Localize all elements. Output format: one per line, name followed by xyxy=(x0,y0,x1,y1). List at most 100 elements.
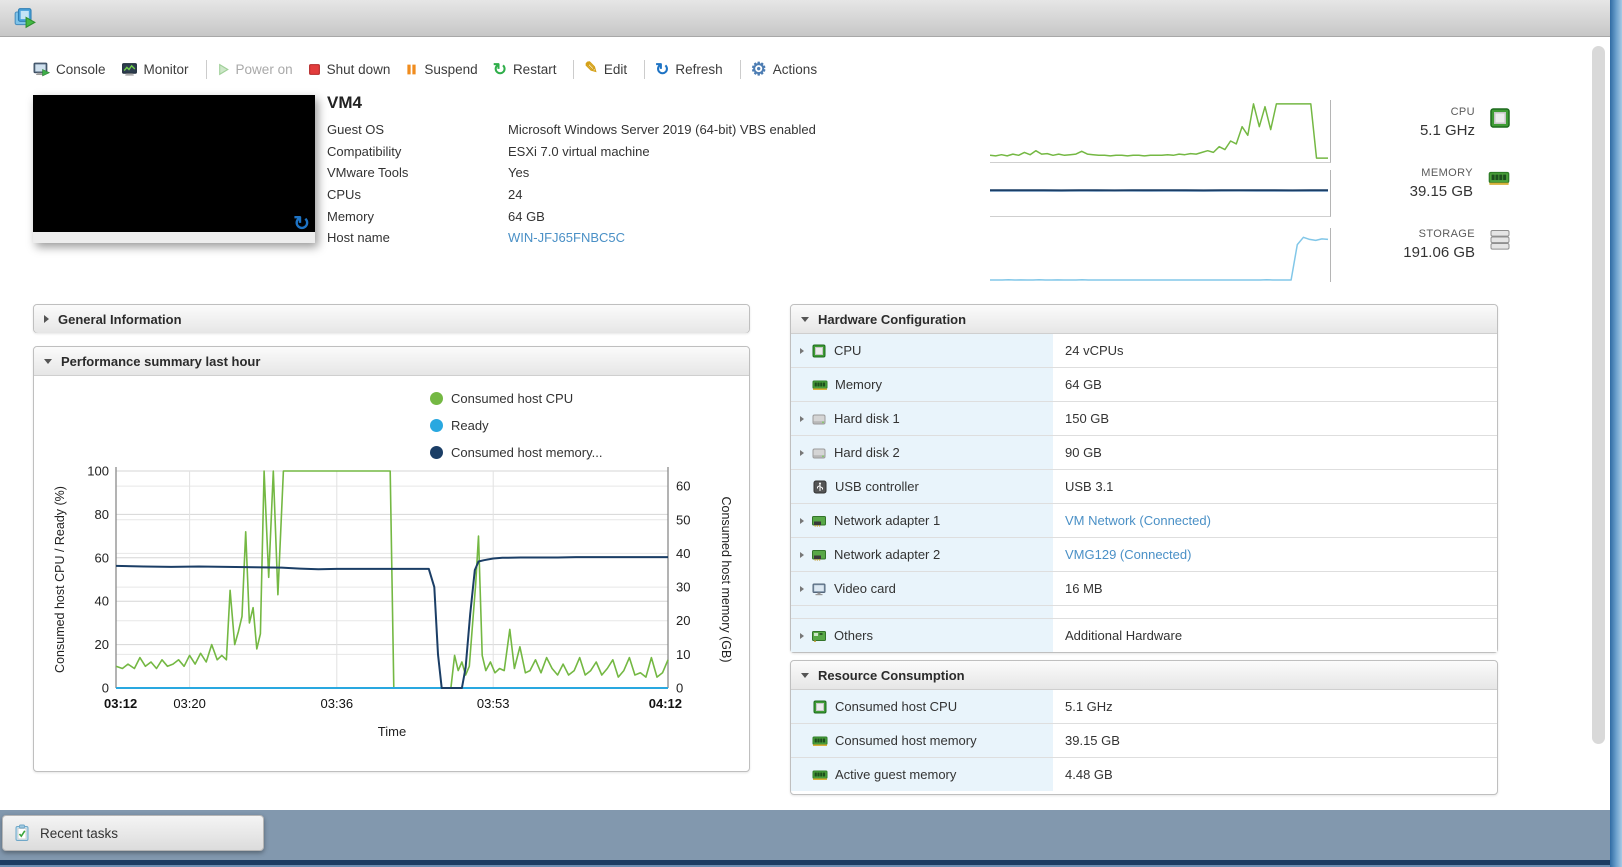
svg-text:50: 50 xyxy=(676,512,690,527)
svg-text:Time: Time xyxy=(378,724,406,739)
expand-caret-icon xyxy=(801,316,809,322)
footer-band xyxy=(0,810,1610,860)
table-row-consumed-host-memory[interactable]: Consumed host memory 39.15 GB xyxy=(791,723,1497,757)
legend-item[interactable]: Consumed host memory... xyxy=(430,445,602,460)
cpu-sparkline xyxy=(989,100,1331,163)
svg-text:04:12: 04:12 xyxy=(649,696,682,711)
row-value: Additional Hardware xyxy=(1065,628,1183,643)
row-value-cell: 5.1 GHz xyxy=(1053,690,1497,723)
stat-value: 39.15 GB xyxy=(1409,183,1473,200)
legend-item[interactable]: Ready xyxy=(430,418,602,433)
console-refresh-icon[interactable]: ↻ xyxy=(293,213,310,235)
svg-text:0: 0 xyxy=(102,681,109,696)
toolbar-actions-button[interactable]: ⚙ Actions xyxy=(751,60,817,78)
row-label-cell: Hard disk 2 xyxy=(791,436,1053,469)
toolbar-power-on-label: Power on xyxy=(235,61,293,77)
nic-icon xyxy=(811,513,827,529)
row-value: 24 vCPUs xyxy=(1065,343,1124,358)
gear-icon: ⚙ xyxy=(750,59,767,79)
row-label: Network adapter 2 xyxy=(834,547,941,562)
row-value-cell: 64 GB xyxy=(1053,368,1497,401)
row-label-cell: Consumed host CPU xyxy=(791,690,1053,723)
toolbar: Console Monitor Power on Shut down Suspend ↻ R… xyxy=(33,55,832,83)
vm-field-label: Compatibility xyxy=(327,143,402,159)
toolbar-suspend-button[interactable]: Suspend xyxy=(405,62,478,77)
row-expand-caret-icon[interactable] xyxy=(800,632,804,639)
table-row-cpu[interactable]: CPU 24 vCPUs xyxy=(791,334,1497,367)
toolbar-monitor-button[interactable]: Monitor xyxy=(121,61,189,78)
row-label-cell: CPU xyxy=(791,334,1053,367)
cpu-chip-lg-icon xyxy=(1488,106,1512,139)
row-expand-caret-icon[interactable] xyxy=(800,551,804,558)
panel-resource-consumption: Resource Consumption Consumed host CPU 5.… xyxy=(790,660,1498,795)
stat-storage: STORAGE 191.06 GB xyxy=(1340,228,1512,261)
table-row-usb-controller[interactable]: USB controller USB 3.1 xyxy=(791,469,1497,503)
play-icon xyxy=(217,63,230,76)
table-row-network-adapter-1[interactable]: Network adapter 1 VM Network (Connected) xyxy=(791,503,1497,537)
table-row-hard-disk-1[interactable]: Hard disk 1 150 GB xyxy=(791,401,1497,435)
panel-hardware-configuration: Hardware Configuration CPU 24 vCPUs Memory… xyxy=(790,304,1498,653)
legend-item[interactable]: Consumed host CPU xyxy=(430,391,602,406)
storage-stack-icon xyxy=(1488,228,1512,261)
vm-name: VM4 xyxy=(327,93,362,112)
row-label-cell: Hard disk 1 xyxy=(791,402,1053,435)
ram-icon xyxy=(812,377,828,393)
row-value[interactable]: VMG129 (Connected) xyxy=(1065,547,1192,562)
row-value-cell xyxy=(1053,606,1497,618)
row-expand-caret-icon[interactable] xyxy=(800,449,804,456)
expand-caret-icon xyxy=(44,358,52,364)
vm-field-value: ESXi 7.0 virtual machine xyxy=(508,143,650,159)
console-icon xyxy=(33,61,50,78)
row-expand-caret-icon[interactable] xyxy=(800,517,804,524)
toolbar-separator xyxy=(739,59,741,79)
vm-field-value: Yes xyxy=(508,165,530,181)
stat-value: 191.06 GB xyxy=(1403,244,1475,261)
toolbar-power-on-button: Power on xyxy=(217,62,293,77)
toolbar-refresh-button[interactable]: ↻ Refresh xyxy=(655,61,723,78)
toolbar-restart-button[interactable]: ↻ Restart xyxy=(493,61,557,78)
row-label-cell: Network adapter 2 xyxy=(791,538,1053,571)
general-information-header[interactable]: General Information xyxy=(34,305,749,333)
row-label: Hard disk 2 xyxy=(834,445,900,460)
row-expand-caret-icon[interactable] xyxy=(800,585,804,592)
table-row-memory[interactable]: Memory 64 GB xyxy=(791,367,1497,401)
vm-field-label: Host name xyxy=(327,230,390,246)
vertical-scrollbar-thumb[interactable] xyxy=(1592,46,1605,744)
row-expand-caret-icon[interactable] xyxy=(800,347,804,354)
table-row-active-guest-memory[interactable]: Active guest memory 4.48 GB xyxy=(791,757,1497,791)
table-row-others[interactable]: Others Additional Hardware xyxy=(791,618,1497,652)
stat-label: CPU xyxy=(1450,106,1475,118)
vm-field-value[interactable]: WIN-JFJ65FNBC5C xyxy=(508,230,626,246)
cpu-chip-icon xyxy=(811,343,827,359)
toolbar-shut-down-button[interactable]: Shut down xyxy=(308,62,390,77)
ram-icon xyxy=(812,733,828,749)
svg-text:30: 30 xyxy=(676,580,690,595)
row-label: Memory xyxy=(835,377,882,392)
vm-field-label: Guest OS xyxy=(327,122,385,138)
vm-details: Guest OS Microsoft Windows Server 2019 (6… xyxy=(327,119,816,249)
row-value-cell: VM Network (Connected) xyxy=(1053,504,1497,537)
table-row-network-adapter-2[interactable]: Network adapter 2 VMG129 (Connected) xyxy=(791,537,1497,571)
toolbar-console-button[interactable]: Console xyxy=(33,61,106,78)
row-expand-caret-icon[interactable] xyxy=(800,415,804,422)
svg-text:20: 20 xyxy=(95,637,109,652)
row-value-cell: 4.48 GB xyxy=(1053,758,1497,791)
table-row-hard-disk-2[interactable]: Hard disk 2 90 GB xyxy=(791,435,1497,469)
recent-tasks-label: Recent tasks xyxy=(40,825,119,841)
row-value-cell: 24 vCPUs xyxy=(1053,334,1497,367)
resource-consumption-header[interactable]: Resource Consumption xyxy=(791,661,1497,690)
toolbar-monitor-label: Monitor xyxy=(143,61,189,77)
recent-tasks-tab[interactable]: Recent tasks xyxy=(2,815,264,851)
table-row-video-card[interactable]: Video card 16 MB xyxy=(791,571,1497,605)
toolbar-edit-button[interactable]: ✎ Edit xyxy=(584,61,627,77)
table-row-consumed-host-cpu[interactable]: Consumed host CPU 5.1 GHz xyxy=(791,690,1497,723)
console-preview[interactable]: ↻ xyxy=(33,95,315,243)
toolbar-restart-label: Restart xyxy=(512,61,557,77)
row-label: Network adapter 1 xyxy=(834,513,941,528)
row-value[interactable]: VM Network (Connected) xyxy=(1065,513,1211,528)
performance-summary-header[interactable]: Performance summary last hour xyxy=(34,347,749,376)
hardware-configuration-header[interactable]: Hardware Configuration xyxy=(791,305,1497,334)
footer-light-strip xyxy=(0,865,1610,867)
svg-text:80: 80 xyxy=(95,507,109,522)
